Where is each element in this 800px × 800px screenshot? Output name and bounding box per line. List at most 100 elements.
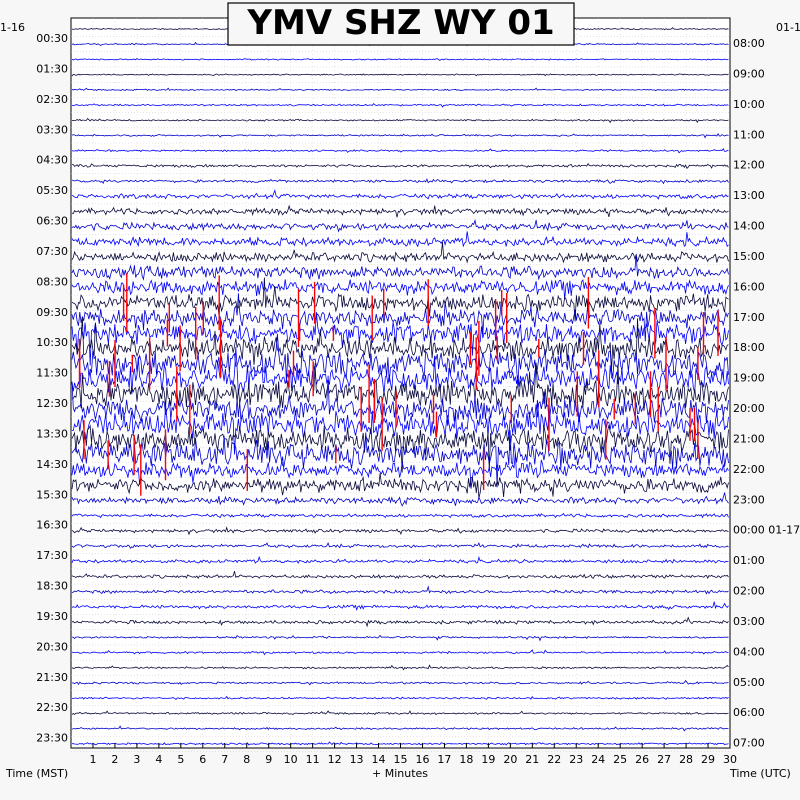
date-left-top: 1-16 xyxy=(0,21,25,34)
x-tick-label: 22 xyxy=(547,753,561,766)
left-time-label: 18:30 xyxy=(36,580,68,593)
trace-row xyxy=(71,430,729,488)
x-tick-label: 27 xyxy=(657,753,671,766)
left-time-label: 02:30 xyxy=(36,93,68,106)
right-time-label: 01:00 xyxy=(733,554,765,567)
x-tick-label: 25 xyxy=(613,753,627,766)
trace-row xyxy=(71,293,729,342)
x-tick-label: 28 xyxy=(679,753,693,766)
x-tick-label: 14 xyxy=(372,753,386,766)
trace-row xyxy=(71,512,729,519)
left-time-label: 09:30 xyxy=(36,306,68,319)
right-time-label: 20:00 xyxy=(733,402,765,415)
trace-row xyxy=(71,375,729,426)
left-time-label: 01:30 xyxy=(36,62,68,75)
trace-row xyxy=(71,453,729,489)
trace-row xyxy=(71,634,729,642)
left-time-label: 17:30 xyxy=(36,549,68,562)
trace-row xyxy=(71,649,729,656)
left-time-label: 22:30 xyxy=(36,701,68,714)
left-time-label: 04:30 xyxy=(36,154,68,167)
right-time-labels: 08:00 09:00 10:00 11:00 12:00 13:00 14:00 15:00… xyxy=(733,37,800,750)
x-tick-label: 29 xyxy=(701,753,715,766)
x-tick-label: 6 xyxy=(199,753,206,766)
trace-row xyxy=(71,541,729,550)
trace-row xyxy=(71,87,729,92)
trace-row xyxy=(71,695,729,700)
trace-row xyxy=(71,526,729,536)
x-tick-label: 17 xyxy=(437,753,451,766)
trace-row xyxy=(71,616,729,628)
x-tick-label: 2 xyxy=(111,753,118,766)
x-tick-label: 19 xyxy=(481,753,495,766)
right-time-label: 04:00 xyxy=(733,645,765,658)
left-time-label: 14:30 xyxy=(36,458,68,471)
left-time-label: 08:30 xyxy=(36,275,68,288)
trace-row xyxy=(71,571,729,580)
trace-row xyxy=(71,679,729,686)
x-tick-label: 1 xyxy=(89,753,96,766)
x-tick-label: 15 xyxy=(394,753,408,766)
left-time-label: 07:30 xyxy=(36,245,68,258)
x-tick-label: 21 xyxy=(525,753,539,766)
trace-row xyxy=(71,241,729,264)
x-tick-label: 11 xyxy=(306,753,320,766)
left-time-label: 11:30 xyxy=(36,367,68,380)
trace-row xyxy=(71,118,729,124)
trace-row xyxy=(71,585,729,595)
trace-row xyxy=(71,254,729,281)
left-time-label: 06:30 xyxy=(36,215,68,228)
x-tick-label: 9 xyxy=(265,753,272,766)
right-time-label: 15:00 xyxy=(733,250,765,263)
trace-row xyxy=(71,725,729,732)
trace-row xyxy=(71,57,729,61)
trace-row xyxy=(71,710,729,716)
x-tick-label: 24 xyxy=(591,753,605,766)
left-time-label: 15:30 xyxy=(36,488,68,501)
trace-row xyxy=(71,231,729,248)
left-time-label: 12:30 xyxy=(36,397,68,410)
trace-row xyxy=(71,664,729,671)
y-axis-label-left: Time (MST) xyxy=(5,767,68,780)
trace-row xyxy=(71,133,729,139)
right-time-label: 23:00 xyxy=(733,493,765,506)
x-tick-label: 18 xyxy=(459,753,473,766)
right-time-label: 14:00 xyxy=(733,220,765,233)
right-time-label: 12:00 xyxy=(733,159,765,172)
trace-row xyxy=(71,103,729,108)
trace-row xyxy=(71,189,729,200)
y-axis-label-right: Time (UTC) xyxy=(729,767,791,780)
x-tick-label: 23 xyxy=(569,753,583,766)
trace-row xyxy=(71,277,729,322)
right-time-label: 09:00 xyxy=(733,67,765,80)
left-time-label: 10:30 xyxy=(36,336,68,349)
right-time-label: 03:00 xyxy=(733,615,765,628)
right-time-label: 13:00 xyxy=(733,189,765,202)
x-axis-label: + Minutes xyxy=(372,767,428,780)
trace-row xyxy=(71,279,729,300)
right-time-label: 11:00 xyxy=(733,128,765,141)
trace-row xyxy=(71,473,729,499)
x-tick-labels: 1 2 3 4 5 6 7 8 9 10 11 12 13 14 15 16 17 18 19 20 21 22 23 24 2… xyxy=(89,743,737,766)
trace-row xyxy=(71,333,729,389)
trace-row xyxy=(71,424,729,473)
trace-row xyxy=(71,218,729,233)
x-tick-label: 20 xyxy=(503,753,517,766)
right-time-label: 10:00 xyxy=(733,98,765,111)
trace-row xyxy=(71,311,729,366)
x-tick-label: 12 xyxy=(328,753,342,766)
chart-title: YMV SHZ WY 01 xyxy=(246,3,554,43)
right-time-label: 16:00 xyxy=(733,280,765,293)
right-time-label: 00:00 01-17 xyxy=(733,524,800,537)
left-time-label: 00:30 xyxy=(36,32,68,45)
trace-row xyxy=(71,346,729,395)
x-tick-label: 5 xyxy=(177,753,184,766)
left-time-label: 05:30 xyxy=(36,184,68,197)
trace-row xyxy=(71,73,729,77)
x-tick-label: 10 xyxy=(284,753,298,766)
right-time-label: 08:00 xyxy=(733,37,765,50)
right-time-label: 18:00 xyxy=(733,341,765,354)
right-time-label: 07:00 xyxy=(733,737,765,750)
trace-row xyxy=(71,555,729,564)
